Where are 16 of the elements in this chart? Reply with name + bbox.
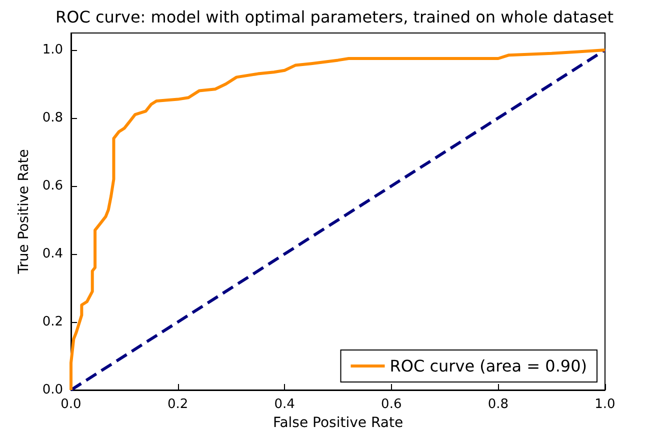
x-tick-label: 0.2 — [167, 397, 188, 412]
legend-label: ROC curve (area = 0.90) — [390, 356, 587, 376]
y-axis-title: True Positive Rate — [16, 149, 32, 275]
x-tick-label: 0.8 — [488, 397, 509, 412]
x-tick-label: 0.0 — [60, 397, 82, 412]
y-tick-label: 1.0 — [42, 42, 63, 58]
y-tick-label: 0.6 — [42, 178, 63, 194]
y-tick-label: 0.8 — [42, 110, 63, 126]
y-tick-label: 0.2 — [42, 314, 63, 330]
x-tick-label: 0.4 — [274, 397, 295, 412]
x-axis-title: False Positive Rate — [272, 415, 404, 431]
y-tick-label: 0.0 — [42, 382, 63, 398]
x-tick-label: 0.6 — [381, 397, 402, 412]
chart-title: ROC curve: model with optimal parameters, trained on whole dataset — [56, 8, 614, 26]
x-tick-label: 1.0 — [594, 397, 616, 412]
y-tick-label: 0.4 — [42, 246, 63, 262]
